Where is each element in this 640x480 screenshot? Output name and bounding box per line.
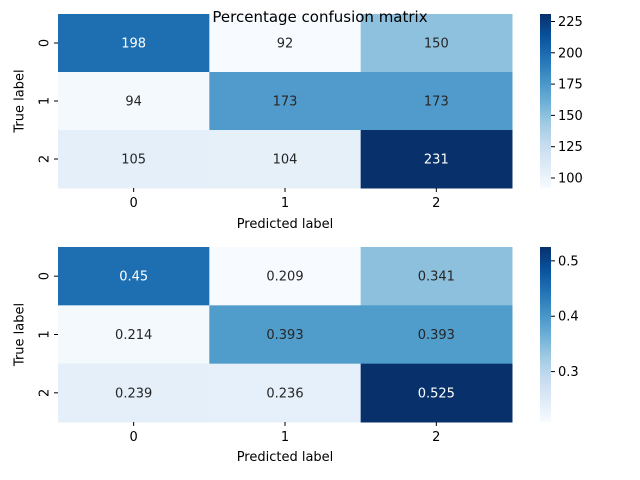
heatmap-0-cell-1-1 [209,72,362,131]
heatmap-1-cell-label-0-0: 0.45 [119,270,148,285]
heatmap-1: 0.45 0.209 0.341 0.214 0.393 0.393 0.239 0.236 0… [13,247,579,465]
heatmap-1-cell-1-1 [209,305,362,365]
heatmap-0-colorbar-tick-1: 125 [558,140,583,155]
heatmap-1-colorbar-tick-2: 0.5 [558,254,579,269]
heatmap-0-cell-label-1-2: 173 [424,95,449,110]
heatmap-1-cell-label-0-2: 0.341 [418,270,455,285]
heatmap-0-x-tick-1: 1 [281,196,289,211]
heatmap-0-cell-2-1 [209,130,362,189]
heatmap-0-y-tick-2: 2 [38,155,53,163]
heatmap-0-cell-label-2-1: 104 [273,153,298,168]
heatmap-1-cell-label-1-1: 0.393 [266,328,303,343]
heatmap-1-colorbar: 0.3 0.4 0.5 [540,247,579,422]
heatmap-0-x-tick-2: 2 [432,196,440,211]
heatmap-0-colorbar: 100 125 150 175 200 225 [540,14,583,188]
heatmap-0: 198 92 150 94 173 173 105 104 231 0 1 2 0 1 2 Predicted… [13,14,583,232]
heatmap-0-y-tick-1: 1 [38,97,53,105]
heatmap-1-cell-label-2-1: 0.236 [266,386,303,401]
heatmap-0-cell-label-0-2: 150 [424,37,449,52]
heatmap-0-colorbar-tick-3: 175 [558,78,583,93]
heatmap-1-x-tick-1: 1 [281,430,289,445]
heatmap-0-cell-0-1 [209,14,362,73]
heatmap-0-y-tick-0: 0 [38,39,53,47]
heatmap-0-colorbar-tick-5: 225 [558,15,583,30]
heatmap-1-cell-label-1-0: 0.214 [115,328,152,343]
heatmap-0-xlabel: Predicted label [237,217,334,232]
heatmap-0-colorbar-gradient [540,14,551,188]
heatmap-1-cell-label-1-2: 0.393 [418,328,455,343]
heatmap-1-cell-0-0 [58,247,210,306]
heatmap-1-x-tick-2: 2 [432,430,440,445]
heatmap-0-cell-label-1-0: 94 [125,95,142,110]
heatmap-0-ylabel: True label [13,69,28,133]
heatmap-1-cell-2-0 [58,363,210,423]
heatmap-0-cell-label-2-2: 231 [424,153,449,168]
heatmap-1-colorbar-tick-0: 0.3 [558,365,579,380]
heatmap-1-cell-label-2-0: 0.239 [115,386,152,401]
heatmap-1-cell-label-2-2: 0.525 [418,386,455,401]
heatmap-1-ylabel: True label [13,303,28,367]
heatmap-0-cell-label-0-1: 92 [277,37,294,52]
heatmap-1-cell-1-0 [58,305,210,365]
heatmap-0-x-tick-0: 0 [130,196,138,211]
heatmap-0-colorbar-tick-4: 200 [558,46,583,61]
heatmap-1-colorbar-gradient [540,247,551,422]
heatmap-0-colorbar-tick-2: 150 [558,109,583,124]
heatmap-0-cell-2-2 [360,130,513,189]
heatmap-1-cell-2-2 [360,363,513,423]
heatmap-0-colorbar-tick-0: 100 [558,171,583,186]
heatmap-1-y-tick-0: 0 [38,272,53,280]
heatmap-1-xlabel: Predicted label [237,450,334,465]
heatmap-1-cell-1-2 [360,305,513,365]
heatmap-0-cell-label-0-0: 198 [121,37,146,52]
heatmap-1-cell-0-1 [209,247,362,306]
heatmap-1-cell-label-0-1: 0.209 [266,270,303,285]
heatmap-1-y-tick-2: 2 [38,389,53,397]
heatmap-1-y-tick-1: 1 [38,330,53,338]
heatmap-0-cell-1-0 [58,72,210,131]
heatmap-0-cell-label-1-1: 173 [273,95,298,110]
figure-title: Percentage confusion matrix [212,8,427,26]
heatmap-1-cell-0-2 [360,247,513,306]
heatmap-0-cell-0-0 [58,14,210,73]
heatmap-1-x-tick-0: 0 [130,430,138,445]
heatmap-0-cell-label-2-0: 105 [121,153,146,168]
heatmap-1-cell-2-1 [209,363,362,423]
heatmap-0-cell-0-2 [360,14,513,73]
heatmap-0-cell-2-0 [58,130,210,189]
heatmap-1-colorbar-tick-1: 0.4 [558,310,579,325]
heatmap-0-cell-1-2 [360,72,513,131]
